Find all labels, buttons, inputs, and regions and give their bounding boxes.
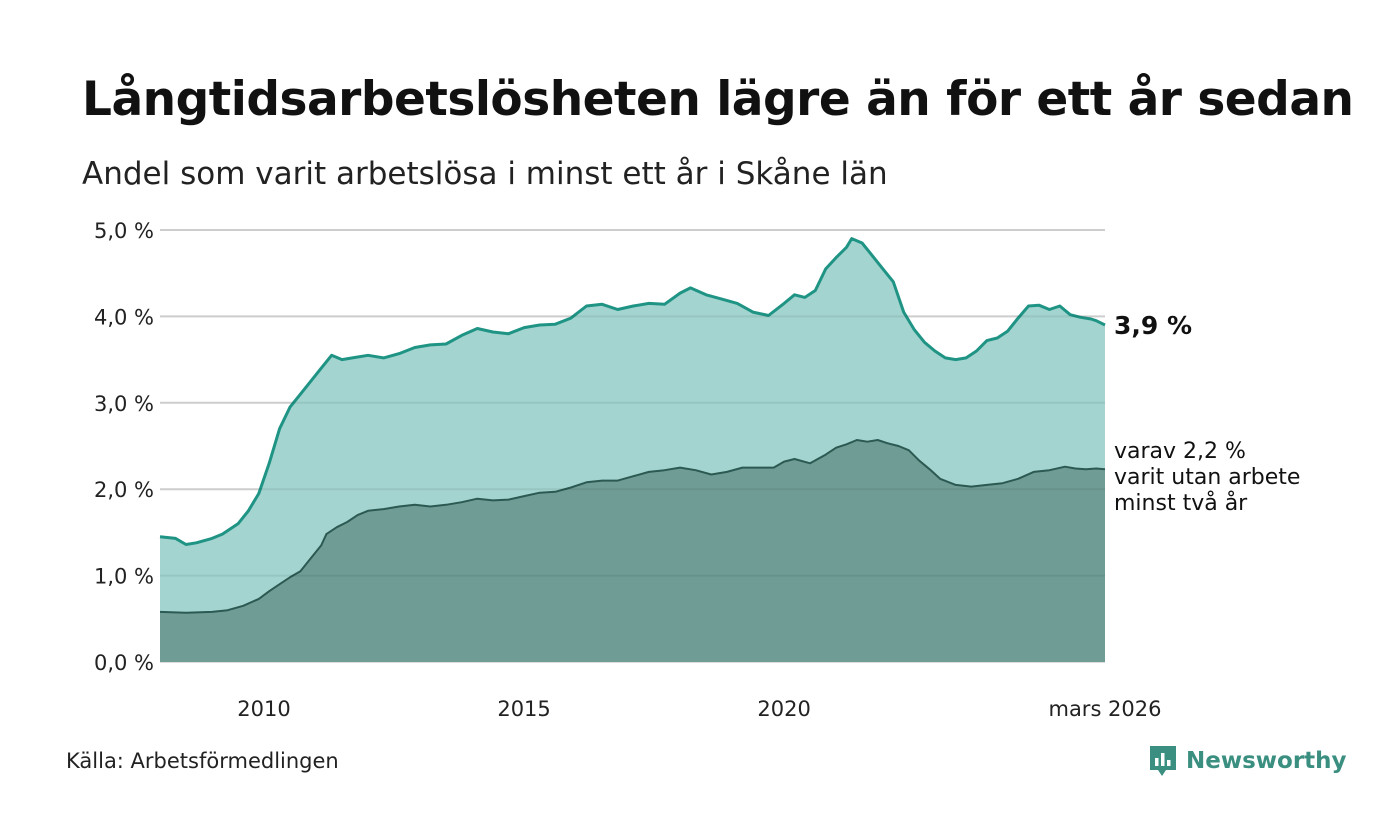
x-tick-label: 2015 xyxy=(497,697,550,721)
x-tick-label: 2010 xyxy=(237,697,290,721)
axis-labels: 0,0 % 1,0 % 2,0 % 3,0 % 4,0 % 5,0 % 2010 2015 20… xyxy=(94,219,1300,721)
source-note: Källa: Arbetsförmedlingen xyxy=(66,749,339,773)
end-label-two-years: varit utan arbete xyxy=(1114,465,1300,490)
end-label-total: 3,9 % xyxy=(1114,311,1192,340)
y-tick-label: 1,0 % xyxy=(94,565,154,589)
newsworthy-logo-icon xyxy=(1150,746,1176,776)
x-tick-label: 2020 xyxy=(757,697,810,721)
brand-logo: Newsworthy xyxy=(1148,744,1347,778)
y-tick-label: 5,0 % xyxy=(94,219,154,243)
area-two-years-line xyxy=(159,439,1106,614)
area-long-term-line xyxy=(159,237,1106,546)
y-tick-label: 3,0 % xyxy=(94,392,154,416)
y-tick-label: 2,0 % xyxy=(94,478,154,502)
y-tick-label: 0,0 % xyxy=(94,651,154,675)
area-two-years-fill xyxy=(160,440,1105,662)
x-tick-label: mars 2026 xyxy=(1048,697,1161,721)
end-label-two-years: minst två år xyxy=(1114,490,1248,516)
end-label-two-years: varav 2,2 % xyxy=(1114,439,1246,464)
brand-name: Newsworthy xyxy=(1186,748,1347,774)
area-series xyxy=(159,229,1106,662)
y-tick-label: 4,0 % xyxy=(94,305,154,329)
area-chart: 0,0 % 1,0 % 2,0 % 3,0 % 4,0 % 5,0 % 2010 2015 20… xyxy=(94,219,1300,721)
chart-title: Långtidsarbetslösheten lägre än för ett … xyxy=(82,72,1354,127)
chart-subtitle: Andel som varit arbetslösa i minst ett å… xyxy=(82,156,888,192)
